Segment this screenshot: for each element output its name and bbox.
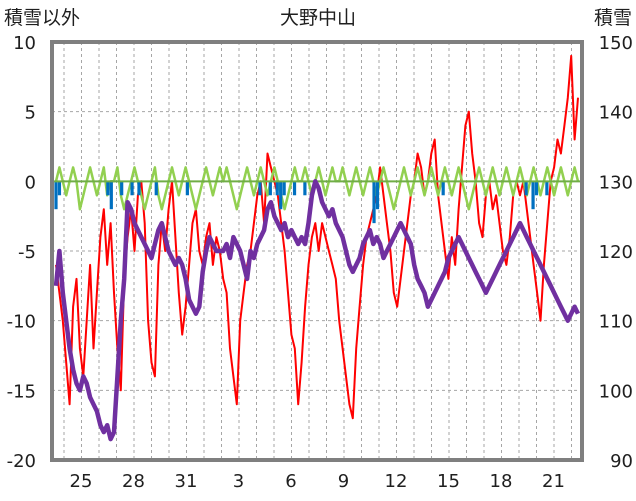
x-tick-label: 21 <box>542 471 565 492</box>
right-tick-labels: 150 140 130 120 110 100 90 <box>599 33 633 472</box>
series-bar <box>57 181 62 196</box>
series-bar <box>531 181 535 210</box>
series-bar <box>275 181 279 196</box>
left-tick-labels: 10 5 0 -5 -10 -15 -20 <box>7 33 36 472</box>
series-bar <box>268 181 272 196</box>
left-tick-label: 0 <box>25 172 36 193</box>
series-line <box>54 166 580 211</box>
x-tick-label: 28 <box>122 471 145 492</box>
series-bar <box>282 181 286 196</box>
right-tick-label: 100 <box>599 381 633 402</box>
left-tick-label: -15 <box>7 381 36 402</box>
right-axis-label: 積雪 <box>594 7 632 29</box>
series-bar <box>130 181 134 196</box>
x-tick-labels: 25 28 31 3 6 9 12 15 18 21 <box>70 471 565 492</box>
series-bar <box>154 181 158 196</box>
left-tick-label: 5 <box>25 103 36 124</box>
x-tick-label: 9 <box>338 471 349 492</box>
x-tick-label: 15 <box>437 471 460 492</box>
series-bar <box>372 181 376 224</box>
series-bar <box>258 181 262 196</box>
series-bar <box>109 181 113 210</box>
series-bar <box>303 181 307 196</box>
series-bar <box>524 181 528 196</box>
right-tick-label: 130 <box>599 172 633 193</box>
left-tick-label: -10 <box>7 312 36 333</box>
x-tick-label: 6 <box>285 471 296 492</box>
chart-title: 大野中山 <box>280 7 356 29</box>
series-bar <box>292 181 297 196</box>
series-bar <box>375 181 380 210</box>
series-bar <box>120 181 124 196</box>
right-tick-label: 140 <box>599 103 633 124</box>
left-tick-label: -20 <box>7 451 36 472</box>
series-group <box>52 54 582 442</box>
left-tick-label: -5 <box>18 242 36 263</box>
series-bar <box>534 181 539 196</box>
x-tick-label: 18 <box>490 471 513 492</box>
series-bar <box>137 181 141 196</box>
right-tick-label: 90 <box>610 451 633 472</box>
series-bar <box>545 181 549 196</box>
x-tick-label: 12 <box>385 471 408 492</box>
series-bar <box>185 181 189 196</box>
left-axis-label: 積雪以外 <box>4 7 80 29</box>
series-bar <box>106 181 110 196</box>
series-line <box>53 179 581 442</box>
plot-frame <box>50 40 584 462</box>
x-tick-label: 31 <box>175 471 198 492</box>
right-tick-label: 110 <box>599 312 633 333</box>
series-bar <box>441 181 445 196</box>
series-bar <box>54 181 58 210</box>
x-tick-label: 3 <box>233 471 244 492</box>
left-tick-label: 10 <box>13 33 36 54</box>
series-bar <box>279 181 283 210</box>
x-tick-label: 25 <box>70 471 93 492</box>
right-tick-label: 150 <box>599 33 633 54</box>
right-tick-label: 120 <box>599 242 633 263</box>
